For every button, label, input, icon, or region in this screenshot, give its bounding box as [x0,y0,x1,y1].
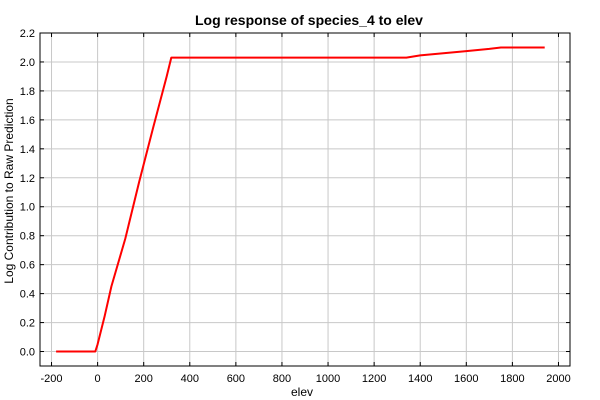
x-tick-label: 0 [95,373,101,385]
y-tick-label: 2.0 [20,57,35,69]
y-axis-label: Log Contribution to Raw Prediction [2,98,16,283]
x-tick-label: 1600 [454,373,478,385]
grid-layer [40,32,570,366]
plot-frame [39,32,571,367]
y-tick-label: 1.8 [20,86,35,98]
x-tick-label: 400 [181,373,199,385]
y-tick-label: 0.0 [20,347,35,359]
y-tick-label: 0.8 [20,231,35,243]
ticks-layer: -200 0 200 400 600 800 1000 1200 1400 1600 1800 200… [20,28,571,385]
y-tick-label: 0.4 [20,289,35,301]
chart-title: Log response of species_4 to elev [195,12,423,28]
y-tick-label: 0.6 [20,260,35,272]
y-tick-label: 2.2 [20,28,35,40]
x-tick-label: 2000 [546,373,570,385]
y-tick-label: 1.0 [20,202,35,214]
y-tick-label: 1.2 [20,173,35,185]
y-tick-label: 1.6 [20,115,35,127]
series-line [56,46,545,353]
x-axis-label: elev [291,385,313,399]
x-tick-label: 1800 [500,373,524,385]
y-tick-label: 0.2 [20,318,35,330]
x-tick-label: 800 [273,373,291,385]
x-tick-label: 1200 [362,373,386,385]
y-tick-label: 1.4 [20,144,35,156]
series-layer [56,46,545,353]
x-tick-label: 600 [227,373,245,385]
x-tick-label: 200 [135,373,153,385]
x-tick-label: 1000 [316,373,340,385]
x-tick-label: -200 [41,373,63,385]
x-tick-label: 1400 [408,373,432,385]
